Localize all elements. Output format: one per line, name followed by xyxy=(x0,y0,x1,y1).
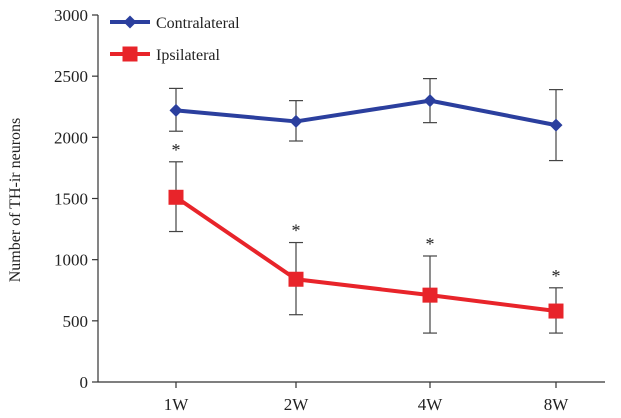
x-tick-label: 2W xyxy=(284,395,310,414)
series-ipsilateral: * * * * xyxy=(168,140,564,334)
y-tick-label: 2000 xyxy=(54,128,88,147)
data-point xyxy=(548,303,564,319)
data-point xyxy=(549,118,563,132)
legend: Contralateral Ipsilateral xyxy=(110,15,240,64)
significance-marker: * xyxy=(426,234,435,254)
series-contralateral xyxy=(169,78,563,162)
data-point xyxy=(423,94,437,108)
y-tick-label: 500 xyxy=(63,312,89,331)
y-axis-label: Number of TH-ir neurons xyxy=(7,118,24,283)
x-tick-label: 4W xyxy=(418,395,444,414)
data-point xyxy=(169,103,183,117)
legend-label: Ipsilateral xyxy=(156,47,221,64)
y-tick-label: 1500 xyxy=(54,190,88,209)
series-layer: * * * * xyxy=(168,78,564,334)
legend-marker xyxy=(122,46,138,62)
axes: 0 500 1000 1500 2000 2500 3000 1W 2W 4W 8W xyxy=(54,6,605,414)
y-tick-label: 0 xyxy=(80,373,89,392)
series-line xyxy=(174,195,557,314)
x-tick-label: 1W xyxy=(164,395,190,414)
data-point xyxy=(422,287,438,303)
y-tick-label: 2500 xyxy=(54,67,88,86)
data-point xyxy=(288,271,304,287)
data-point xyxy=(168,189,184,205)
significance-marker: * xyxy=(552,266,561,286)
significance-marker: * xyxy=(292,221,301,241)
x-tick-label: 8W xyxy=(544,395,570,414)
legend-label: Contralateral xyxy=(156,15,240,32)
series-line xyxy=(175,98,557,128)
legend-marker xyxy=(123,15,137,29)
data-point xyxy=(289,114,303,128)
y-tick-label: 3000 xyxy=(54,6,88,25)
y-tick-label: 1000 xyxy=(54,251,88,270)
significance-marker: * xyxy=(172,140,181,160)
